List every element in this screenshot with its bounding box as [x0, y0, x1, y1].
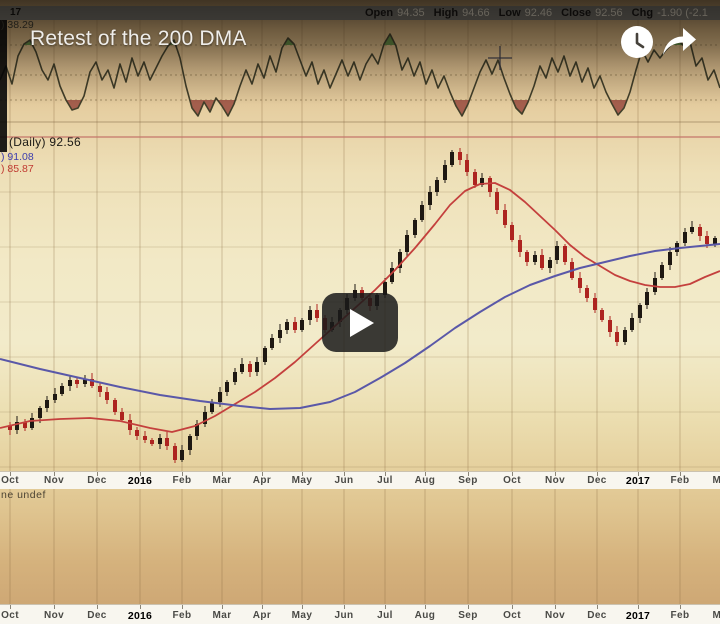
axis-month-label: May: [291, 610, 313, 621]
axis-tick: [140, 605, 141, 609]
axis-tick: [468, 472, 469, 476]
axis-month-label: Jun: [334, 475, 354, 486]
axis-month-label: Mar: [212, 610, 232, 621]
axis-month-label: Oct: [503, 475, 521, 486]
axis-tick: [385, 472, 386, 476]
axis-month-label: Dec: [87, 610, 107, 621]
axis-month-label: Feb: [172, 475, 192, 486]
axis-month-label: Oct: [1, 475, 19, 486]
axis-month-label: 2016: [127, 610, 153, 622]
axis-tick: [597, 605, 598, 609]
axis-tick: [182, 605, 183, 609]
axis-tick: [54, 605, 55, 609]
axis-month-label: Jun: [334, 610, 354, 621]
share-button[interactable]: [659, 24, 699, 58]
axis-tick: [54, 472, 55, 476]
axis-month-label: Dec: [87, 475, 107, 486]
axis-month-label: Aug: [414, 475, 436, 486]
axis-month-label: Nov: [544, 475, 566, 486]
axis-month-label: Feb: [172, 610, 192, 621]
axis-tick: [10, 472, 11, 476]
axis-tick: [512, 605, 513, 609]
ma200-value-label: ) 91.08: [1, 151, 34, 163]
axis-month-label: Sep: [458, 475, 478, 486]
video-title: Retest of the 200 DMA: [30, 27, 247, 50]
axis-tick: [222, 605, 223, 609]
axis-tick: [555, 472, 556, 476]
axis-tick: [222, 472, 223, 476]
axis-tick: [385, 605, 386, 609]
axis-tick: [638, 472, 639, 476]
axis-month-label: Aug: [414, 610, 436, 621]
axis-tick: [555, 605, 556, 609]
axis-tick: [680, 605, 681, 609]
watch-later-button[interactable]: [621, 26, 653, 58]
axis-tick: [344, 472, 345, 476]
axis-tick: [182, 472, 183, 476]
axis-month-label: Mar: [212, 475, 232, 486]
date-axis-lower: Oct Nov Dec 2016 Feb Mar Apr May Jun Jul Aug Sep Oct…: [0, 604, 720, 624]
axis-tick: [97, 605, 98, 609]
axis-month-label: Mar: [705, 610, 720, 621]
axis-tick: [425, 605, 426, 609]
clock-icon: [635, 32, 645, 49]
axis-month-label: Nov: [544, 610, 566, 621]
axis-month-label: Jul: [377, 475, 393, 486]
axis-month-label: Dec: [587, 475, 607, 486]
play-button[interactable]: [322, 293, 398, 352]
axis-tick: [680, 472, 681, 476]
axis-tick: [468, 605, 469, 609]
axis-month-label: Nov: [43, 475, 65, 486]
axis-month-label: Mar: [705, 475, 720, 486]
daily-close-label: (Daily) 92.56: [9, 135, 81, 149]
axis-month-label: Feb: [670, 610, 690, 621]
video-top-gradient: [0, 0, 720, 105]
axis-month-label: May: [291, 475, 313, 486]
axis-tick: [302, 472, 303, 476]
play-icon: [349, 308, 374, 337]
axis-tick: [512, 472, 513, 476]
axis-month-label: 2017: [625, 475, 651, 487]
axis-month-label: Apr: [252, 610, 272, 621]
axis-tick: [597, 472, 598, 476]
axis-tick: [97, 472, 98, 476]
axis-month-label: Feb: [670, 475, 690, 486]
date-axis-upper: Oct Nov Dec 2016 Feb Mar Apr May Jun Jul Aug Sep Oct…: [0, 471, 720, 489]
axis-month-label: Apr: [252, 475, 272, 486]
ma50-value-label: ) 85.87: [1, 163, 34, 175]
axis-tick: [425, 472, 426, 476]
axis-tick: [302, 605, 303, 609]
axis-month-label: Oct: [503, 610, 521, 621]
axis-month-label: 2016: [127, 475, 153, 487]
axis-tick: [140, 472, 141, 476]
volume-undef-label: ne undef: [1, 489, 46, 501]
axis-tick: [344, 605, 345, 609]
axis-tick: [262, 472, 263, 476]
axis-tick: [262, 605, 263, 609]
axis-month-label: Sep: [458, 610, 478, 621]
share-arrow-icon: [663, 28, 696, 55]
axis-tick: [638, 605, 639, 609]
axis-tick: [10, 605, 11, 609]
axis-month-label: 2017: [625, 610, 651, 622]
axis-month-label: Oct: [1, 610, 19, 621]
axis-month-label: Jul: [377, 610, 393, 621]
axis-month-label: Dec: [587, 610, 607, 621]
axis-month-label: Nov: [43, 610, 65, 621]
